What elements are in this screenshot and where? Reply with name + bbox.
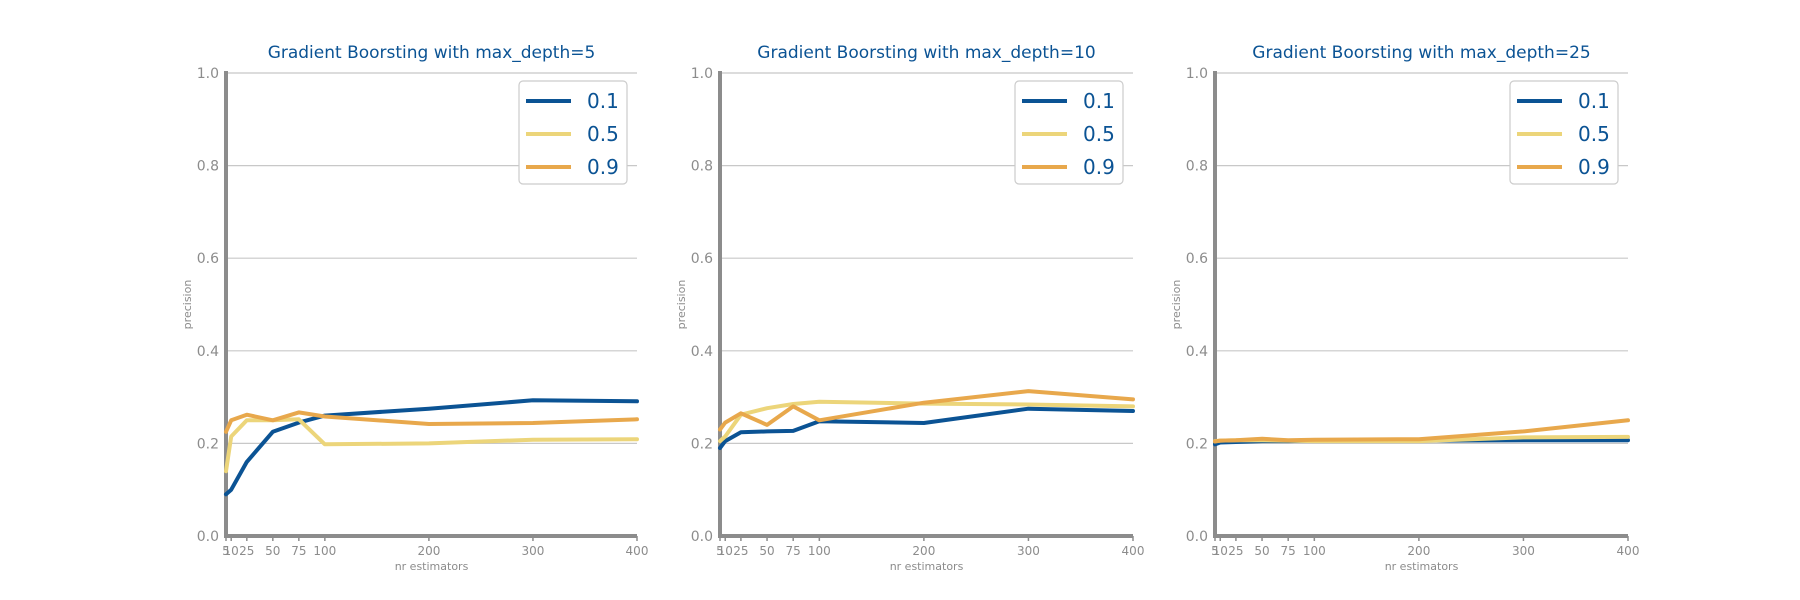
x-tick-label: 25 [733, 544, 748, 558]
x-axis-label: nr estimators [1385, 560, 1459, 573]
legend-label-0.9: 0.9 [1083, 155, 1115, 179]
y-axis-label: precision [1170, 280, 1183, 330]
x-tick-label: 100 [808, 544, 831, 558]
x-tick-label: 5 [716, 544, 724, 558]
x-tick-label: 50 [1254, 544, 1269, 558]
y-tick-label: 1.0 [1186, 66, 1208, 82]
y-tick-label: 0.8 [691, 159, 713, 175]
series-line-0.9 [718, 389, 1135, 432]
legend-label-0.5: 0.5 [587, 122, 619, 146]
x-tick-label: 400 [1617, 544, 1640, 558]
y-tick-label: 0.0 [691, 529, 713, 545]
legend-label-0.1: 0.1 [1083, 89, 1115, 113]
legend-label-0.9: 0.9 [587, 155, 619, 179]
legend-box [518, 80, 628, 185]
chart-title: Gradient Boorsting with max_depth=25 [1252, 43, 1590, 63]
legend: 0.1 0.5 0.9 [1014, 80, 1124, 185]
series-line-0.1 [224, 398, 639, 497]
legend-label-0.5: 0.5 [1083, 122, 1115, 146]
legend: 0.1 0.5 0.9 [1509, 80, 1619, 185]
x-tick-label: 50 [759, 544, 774, 558]
series-line-0.1 [718, 406, 1135, 450]
x-tick-label: 10 [1213, 544, 1228, 558]
y-tick-label: 0.0 [1186, 529, 1208, 545]
y-tick-label: 0.2 [691, 436, 713, 452]
y-tick-label: 0.2 [1186, 436, 1208, 452]
chart-panel-1: 0.0 0.2 0.4 0.6 0.8 1.0 510 25 50 75 100 200 300 400 n… [181, 43, 648, 573]
series-line-0.5 [224, 417, 639, 474]
x-tick-label: 25 [239, 544, 254, 558]
series-line-0.9 [224, 410, 639, 434]
x-tick-label: 200 [912, 544, 935, 558]
x-tick-label: 100 [313, 544, 336, 558]
y-axis-label: precision [181, 280, 194, 330]
x-axis-label: nr estimators [890, 560, 964, 573]
legend: 0.1 0.5 0.9 [518, 80, 628, 185]
x-tick-label: 200 [417, 544, 440, 558]
x-tick-label: 25 [1228, 544, 1243, 558]
y-tick-label: 0.2 [197, 436, 219, 452]
y-tick-label: 0.6 [1186, 251, 1208, 267]
series-line-0.9 [1213, 418, 1630, 444]
y-tick-label: 0.4 [1186, 344, 1208, 360]
legend-label-0.1: 0.1 [1578, 89, 1610, 113]
y-axis-label: precision [675, 280, 688, 330]
y-tick-label: 1.0 [691, 66, 713, 82]
x-tick-label: 75 [786, 544, 801, 558]
x-tick-label: 5 [1211, 544, 1219, 558]
x-tick-label: 50 [265, 544, 280, 558]
y-tick-label: 0.6 [197, 251, 219, 267]
y-tick-label: 0.4 [197, 344, 219, 360]
chart-panel-3: 0.0 0.2 0.4 0.6 0.8 1.0 510 25 50 75 100 200 300 400 n… [1170, 43, 1639, 573]
x-tick-label: 300 [1017, 544, 1040, 558]
y-tick-label: 0.8 [197, 159, 219, 175]
y-tick-label: 0.8 [1186, 159, 1208, 175]
y-tick-label: 1.0 [197, 66, 219, 82]
y-tick-label: 0.6 [691, 251, 713, 267]
x-tick-label: 300 [1512, 544, 1535, 558]
x-tick-label: 75 [291, 544, 306, 558]
legend-label-0.1: 0.1 [587, 89, 619, 113]
legend-label-0.5: 0.5 [1578, 122, 1610, 146]
x-tick-label: 75 [1281, 544, 1296, 558]
legend-box [1014, 80, 1124, 185]
x-axis-label: nr estimators [395, 560, 469, 573]
x-tick-label: 400 [1122, 544, 1145, 558]
x-tick-label: 5 [222, 544, 230, 558]
x-tick-label: 400 [626, 544, 649, 558]
y-tick-label: 0.0 [197, 529, 219, 545]
series-line-0.5 [718, 399, 1135, 444]
legend-box [1509, 80, 1619, 185]
x-tick-label: 10 [224, 544, 239, 558]
y-tick-label: 0.4 [691, 344, 713, 360]
legend-label-0.9: 0.9 [1578, 155, 1610, 179]
x-tick-label: 10 [718, 544, 733, 558]
chart-title: Gradient Boorsting with max_depth=10 [757, 43, 1095, 63]
x-tick-label: 100 [1303, 544, 1326, 558]
chart-panel-2: 0.0 0.2 0.4 0.6 0.8 1.0 510 25 50 75 100 200 300 400 n… [675, 43, 1144, 573]
x-tick-label: 200 [1407, 544, 1430, 558]
x-tick-label: 300 [521, 544, 544, 558]
chart-title: Gradient Boorsting with max_depth=5 [268, 43, 596, 63]
